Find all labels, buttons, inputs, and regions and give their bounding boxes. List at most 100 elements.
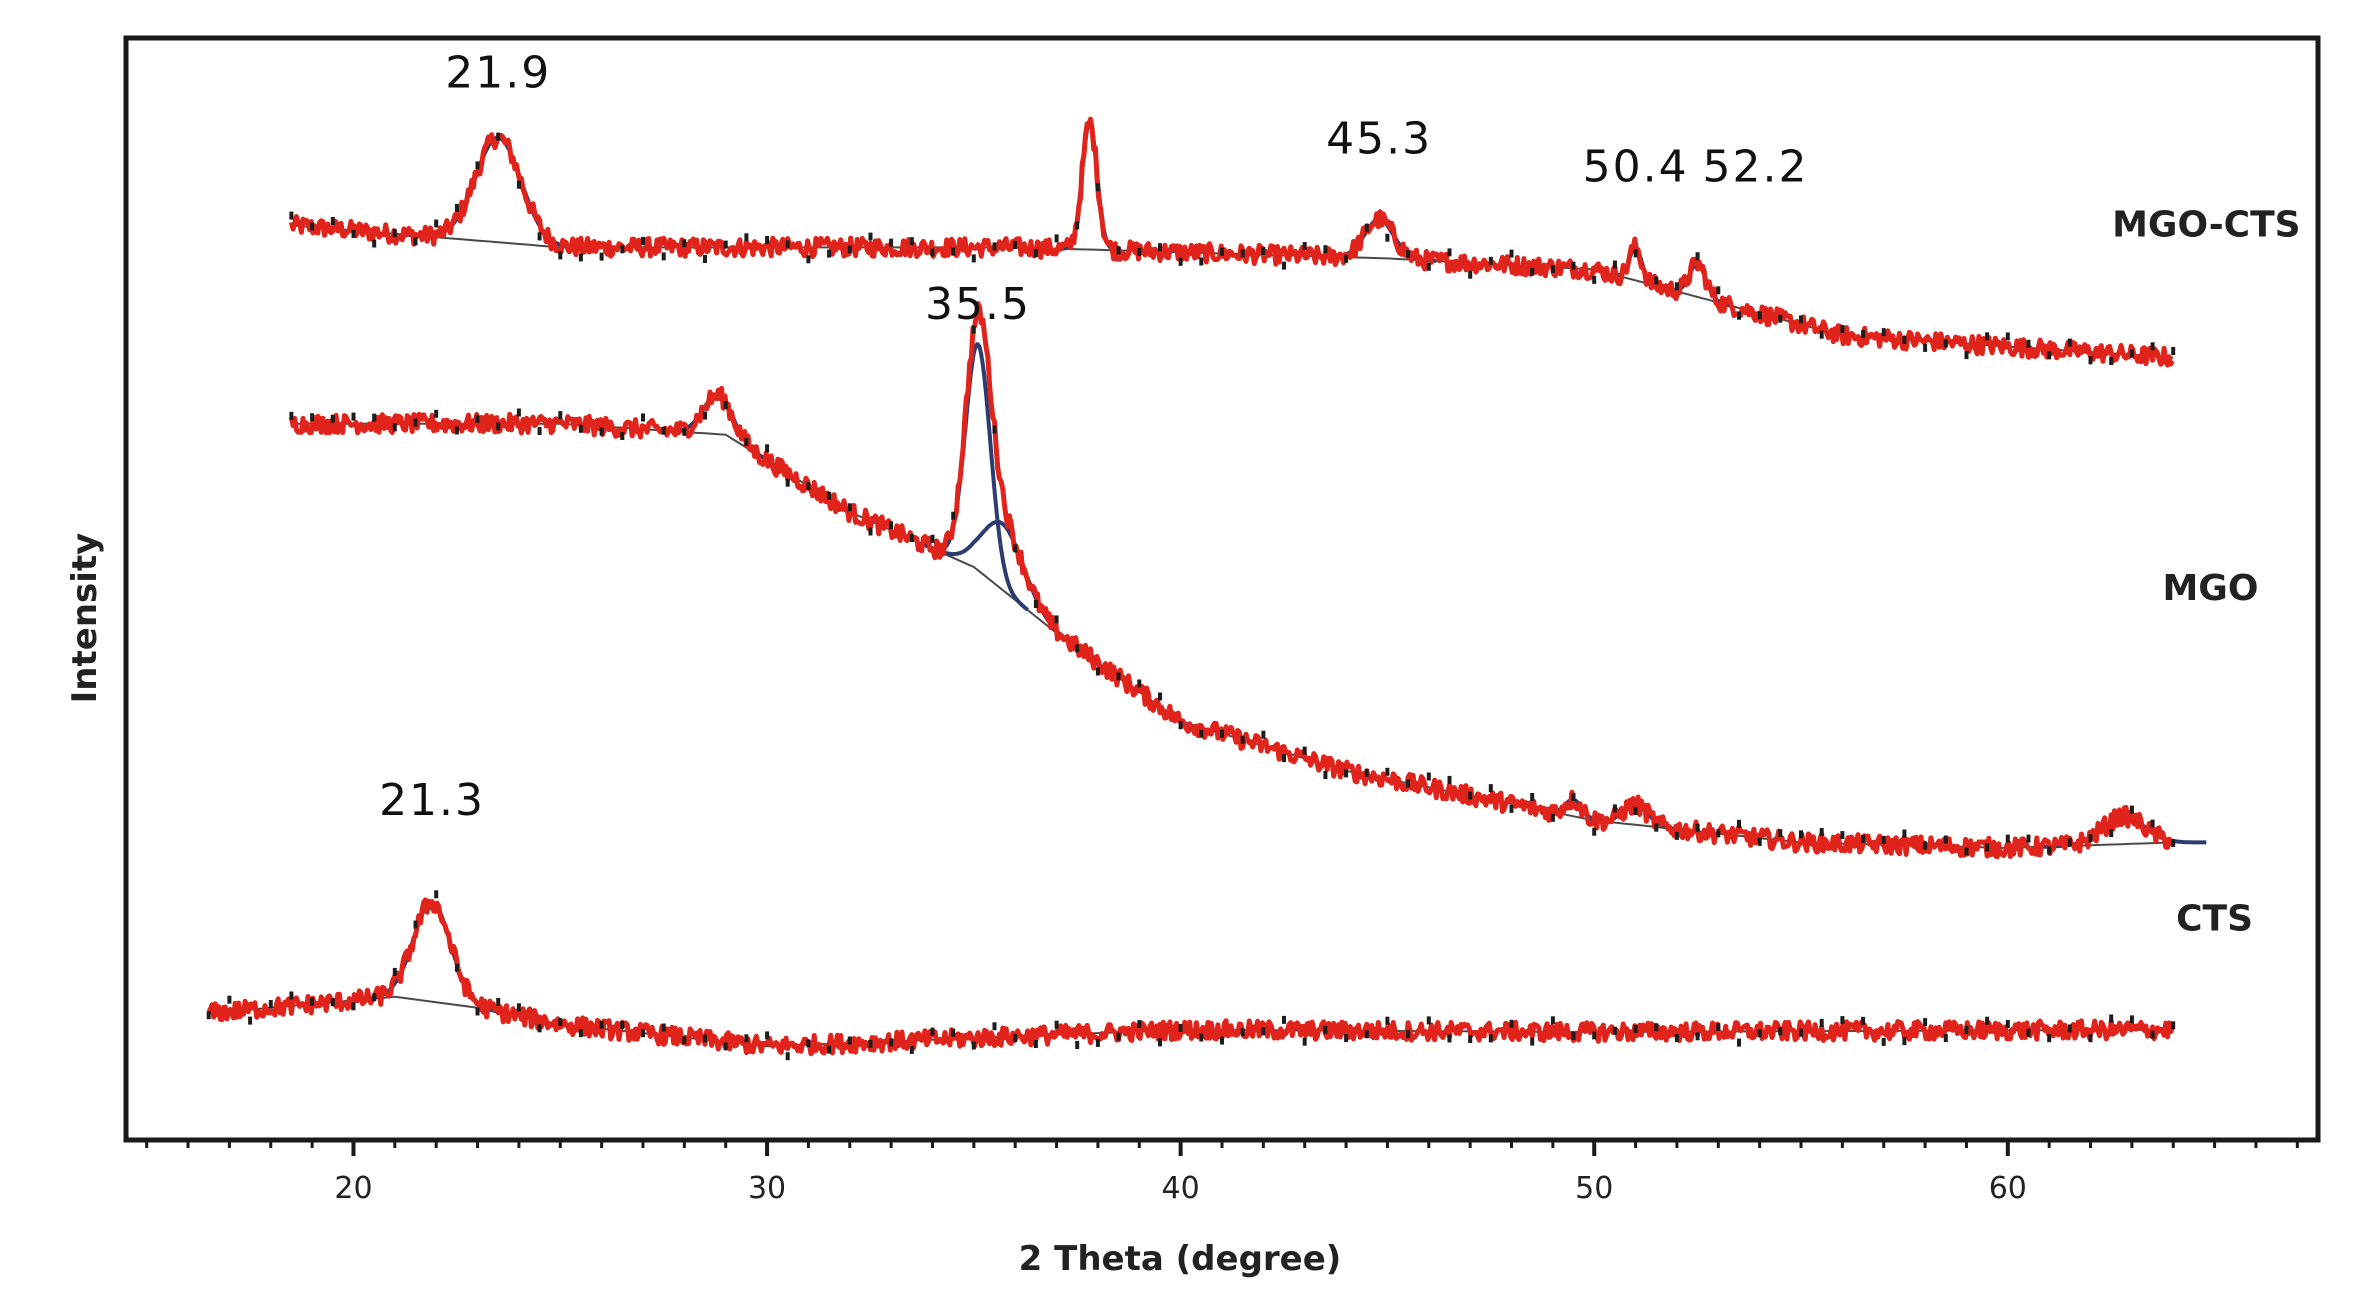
data-point	[1737, 311, 1741, 320]
data-point	[1737, 819, 1741, 828]
data-point	[1323, 771, 1328, 779]
data-point	[516, 1003, 521, 1012]
data-point	[1757, 837, 1762, 846]
data-point	[1695, 252, 1700, 261]
data-point	[351, 412, 356, 421]
data-point	[2150, 342, 2155, 351]
data-point	[2129, 349, 2134, 358]
series-label: MGO-CTS	[2112, 204, 2301, 245]
data-point	[1943, 339, 1948, 348]
data-point	[703, 1034, 707, 1043]
data-point	[1964, 847, 1969, 856]
data-point	[620, 432, 625, 440]
data-point	[1923, 841, 1928, 850]
data-point	[1178, 1024, 1183, 1032]
data-point	[310, 997, 315, 1006]
data-point	[413, 920, 418, 929]
data-point	[1881, 328, 1886, 337]
data-point	[744, 438, 749, 446]
data-point	[2088, 356, 2093, 365]
data-point	[1550, 813, 1555, 822]
data-point	[1716, 1023, 1721, 1031]
data-point	[1013, 1034, 1018, 1043]
data-point	[1881, 1037, 1886, 1046]
data-point	[827, 491, 832, 500]
data-point	[971, 254, 976, 263]
data-point	[2129, 805, 2134, 814]
data-point	[992, 1022, 997, 1031]
data-point	[2026, 1028, 2031, 1037]
data-point	[1075, 1041, 1080, 1049]
data-point	[1447, 775, 1452, 784]
data-point	[827, 1045, 832, 1054]
data-point	[1592, 1031, 1597, 1040]
data-point	[930, 248, 935, 257]
measured-data-line	[288, 301, 2175, 860]
data-point	[2047, 351, 2052, 360]
data-point	[1426, 772, 1431, 781]
data-point	[227, 995, 232, 1004]
data-point	[992, 425, 997, 434]
data-point	[2109, 829, 2114, 837]
series-label: CTS	[2176, 899, 2253, 940]
data-point	[1716, 286, 1721, 295]
data-point	[992, 242, 997, 251]
data-point	[558, 1018, 563, 1027]
data-point	[785, 1052, 790, 1061]
data-point	[661, 1023, 666, 1032]
data-point	[1033, 600, 1038, 608]
data-point	[1240, 249, 1245, 258]
data-point	[909, 237, 914, 246]
data-point	[1406, 779, 1411, 788]
data-point	[847, 1036, 852, 1045]
data-point	[703, 411, 707, 420]
measured-data-line	[206, 897, 2175, 1057]
data-point	[1633, 249, 1638, 258]
x-axis-title: 2 Theta (degree)	[1019, 1239, 1342, 1279]
data-point	[1261, 730, 1266, 739]
data-point	[1861, 1016, 1866, 1025]
data-point	[1550, 265, 1555, 273]
data-point	[413, 418, 418, 427]
peak-label: 45.3	[1326, 114, 1432, 165]
data-point	[1757, 311, 1762, 320]
data-point	[1158, 692, 1162, 701]
data-point	[1116, 672, 1121, 681]
measured-data-line	[288, 116, 2175, 368]
data-point	[1509, 249, 1514, 258]
data-point	[1654, 1023, 1659, 1032]
x-tick-label: 50	[1575, 1171, 1613, 1206]
data-point	[1137, 679, 1142, 688]
data-point	[951, 511, 956, 520]
data-point	[1158, 1038, 1162, 1047]
data-point	[661, 252, 666, 261]
data-point	[682, 427, 687, 436]
peak-label: 35.5	[925, 279, 1031, 330]
data-point	[620, 1021, 625, 1029]
data-point	[1302, 746, 1307, 755]
data-point	[1943, 1034, 1948, 1042]
data-point	[351, 1002, 356, 1011]
data-point	[1550, 1016, 1555, 1025]
data-point	[1674, 282, 1679, 291]
data-point	[1530, 1037, 1535, 1046]
series-label: MGO	[2162, 568, 2258, 609]
data-point	[475, 1007, 480, 1016]
data-point	[558, 411, 563, 420]
data-point	[2067, 338, 2072, 347]
data-point	[537, 427, 542, 435]
peak-label: 21.9	[445, 48, 551, 99]
series-mgo-cts	[288, 116, 2176, 368]
annotation-layer: 21.9 45.3 50.4 52.2 35.5 21.3 MGO-CTS MGO CTS	[379, 48, 2301, 940]
data-point	[1819, 828, 1824, 836]
data-point	[1571, 1031, 1576, 1040]
data-point	[2171, 839, 2176, 848]
data-point	[1488, 1034, 1493, 1043]
data-point	[206, 1011, 211, 1020]
data-point	[847, 503, 852, 512]
data-point	[537, 232, 542, 241]
data-point	[1840, 1016, 1845, 1025]
data-point	[1054, 1020, 1059, 1029]
data-point	[1240, 735, 1245, 744]
